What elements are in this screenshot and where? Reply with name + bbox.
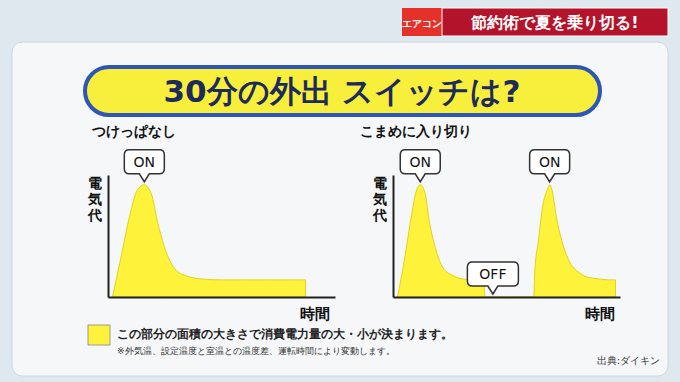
chart-title: こまめに入り切り xyxy=(360,123,472,139)
axis-line xyxy=(109,297,336,299)
panel xyxy=(12,42,668,376)
x-axis xyxy=(394,297,621,298)
area xyxy=(113,185,306,297)
y-axis-title: 電気代 xyxy=(372,175,387,223)
header: エアコン 節約術で夏を乗り切る! xyxy=(402,8,668,36)
header-title: 節約術で夏を乗り切る! xyxy=(470,13,638,32)
header-title-bg xyxy=(442,8,668,36)
chart: こまめに入り切り電気代時間 ON OFF ON xyxy=(360,123,621,323)
callout-box xyxy=(530,150,570,182)
x-axis-title: 時間 xyxy=(585,305,615,323)
axis-line xyxy=(393,176,395,298)
callout: ON xyxy=(400,150,440,182)
source: 出典:ダイキン xyxy=(597,355,660,366)
callout-label: ON xyxy=(134,154,156,170)
header-tag-bg xyxy=(402,8,442,36)
callout: ON xyxy=(530,150,570,182)
note: この部分の面積の大きさで消費電力量の大・小が決まります。 xyxy=(117,327,453,341)
note-sub: ※外気温、設定温度と室温との温度差、運転時間により変動します。 xyxy=(117,346,395,356)
note-swatch xyxy=(88,325,110,345)
title: 30分の外出 スイッチは? xyxy=(164,73,521,109)
callout-box xyxy=(467,262,518,294)
canvas: エアコン 節約術で夏を乗り切る! 30分の外出 スイッチは? つけっぱなし電気代時間 O… xyxy=(0,0,680,382)
x-axis-title: 時間 xyxy=(300,305,330,323)
callout: ON xyxy=(124,150,164,182)
x-axis xyxy=(109,297,336,298)
title-bg xyxy=(85,67,600,115)
callout-label: ON xyxy=(539,154,561,170)
callout-label: ON xyxy=(409,154,431,170)
y-axis xyxy=(393,176,394,298)
y-axis-title: 電気代 xyxy=(87,175,102,223)
callout: OFF xyxy=(467,262,518,294)
chart-title: つけっぱなし xyxy=(91,123,176,139)
area xyxy=(398,185,616,297)
header-tag: エアコン xyxy=(402,18,442,29)
axis-line xyxy=(394,297,621,299)
callout-box xyxy=(400,150,440,182)
plot-area xyxy=(113,185,306,297)
callout-box xyxy=(124,150,164,182)
axis-line xyxy=(108,176,110,298)
plot-area xyxy=(398,185,616,297)
callout-label: OFF xyxy=(479,266,506,282)
chart: つけっぱなし電気代時間 ON xyxy=(87,123,336,323)
y-axis xyxy=(108,176,109,298)
